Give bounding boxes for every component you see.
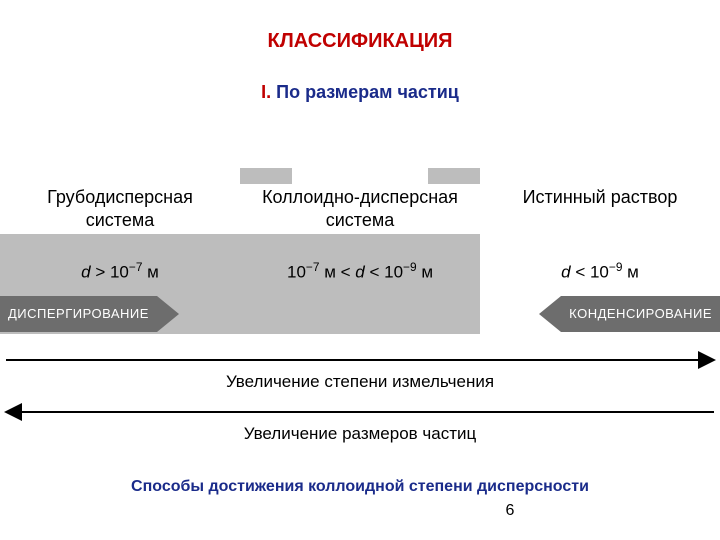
figure-caption: Способы достижения коллоидной степени ди… <box>0 478 720 496</box>
arrow-increase-refinement <box>0 348 720 372</box>
banner-left-arrowhead <box>157 296 179 332</box>
page-number: 6 <box>0 502 720 520</box>
banner-dispergation: ДИСПЕРГИРОВАНИЕ <box>0 296 179 332</box>
formula-left: d > 10−7 м <box>0 260 240 283</box>
subtitle-prefix: I. <box>261 82 271 102</box>
page-title: КЛАССИФИКАЦИЯ <box>0 30 720 53</box>
banner-right-body: КОНДЕНСИРОВАНИЕ <box>561 296 720 332</box>
column-right-label: Истинный раствор <box>480 186 720 209</box>
column-center-label-text: Коллоидно-дисперснаясистема <box>262 187 458 230</box>
arrowhead-right-icon <box>698 351 716 369</box>
column-left-label-text: Грубодисперснаясистема <box>47 187 193 230</box>
column-right-label-text: Истинный раствор <box>523 187 678 207</box>
column-center-label: Коллоидно-дисперснаясистема <box>240 186 480 231</box>
banner-condensation: КОНДЕНСИРОВАНИЕ <box>539 296 720 332</box>
arrow-increase-size <box>0 400 720 424</box>
subtitle: I. По размерам частиц <box>0 82 720 103</box>
formula-right: d < 10−9 м <box>480 260 720 283</box>
formula-center: 10−7 м < d < 10−9 м <box>240 260 480 283</box>
banner-left-body: ДИСПЕРГИРОВАНИЕ <box>0 296 157 332</box>
axis-label-size: Увеличение размеров частиц <box>0 424 720 444</box>
subtitle-text: По размерам частиц <box>271 82 459 102</box>
column-left-label: Грубодисперснаясистема <box>0 186 240 231</box>
banner-right-arrowhead <box>539 296 561 332</box>
arrowhead-left-icon <box>4 403 22 421</box>
axis-label-refinement: Увеличение степени измельчения <box>0 372 720 392</box>
